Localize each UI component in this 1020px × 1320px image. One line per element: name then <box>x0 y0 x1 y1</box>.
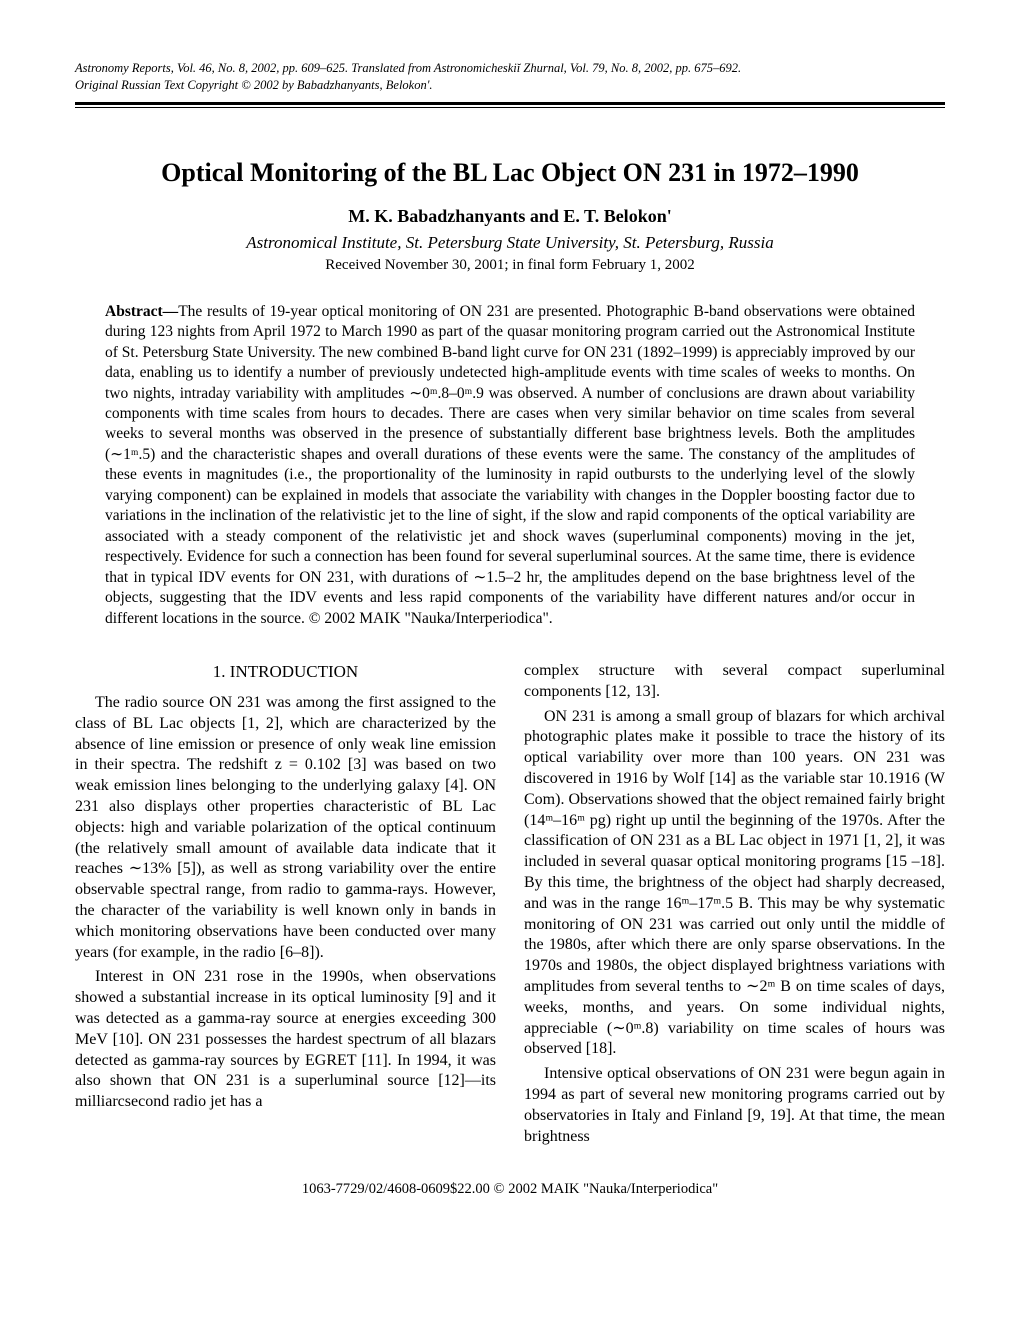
horizontal-rule-thin <box>75 107 945 108</box>
abstract-label: Abstract— <box>105 303 178 320</box>
horizontal-rule-thick <box>75 102 945 105</box>
body-paragraph: complex structure with several compact s… <box>524 661 945 703</box>
authors: M. K. Babadzhanyants and E. T. Belokon' <box>75 206 945 227</box>
abstract-text: The results of 19-year optical monitorin… <box>105 303 915 627</box>
left-column: 1. INTRODUCTION The radio source ON 231 … <box>75 661 496 1151</box>
page-footer: 1063-7729/02/4608-0609$22.00 © 2002 MAIK… <box>75 1181 945 1198</box>
body-paragraph: Interest in ON 231 rose in the 1990s, wh… <box>75 967 496 1113</box>
page-container: Astronomy Reports, Vol. 46, No. 8, 2002,… <box>0 0 1020 1238</box>
received-date: Received November 30, 2001; in final for… <box>75 257 945 274</box>
affiliation: Astronomical Institute, St. Petersburg S… <box>75 233 945 253</box>
two-column-body: 1. INTRODUCTION The radio source ON 231 … <box>75 661 945 1151</box>
section-heading: 1. INTRODUCTION <box>75 661 496 683</box>
article-title: Optical Monitoring of the BL Lac Object … <box>75 158 945 188</box>
abstract-block: Abstract—The results of 19-year optical … <box>105 302 915 629</box>
body-paragraph: ON 231 is among a small group of blazars… <box>524 707 945 1061</box>
header-line-2: Original Russian Text Copyright © 2002 b… <box>75 77 945 94</box>
right-column: complex structure with several compact s… <box>524 661 945 1151</box>
header-line-1: Astronomy Reports, Vol. 46, No. 8, 2002,… <box>75 60 945 77</box>
body-paragraph: The radio source ON 231 was among the fi… <box>75 693 496 963</box>
journal-header: Astronomy Reports, Vol. 46, No. 8, 2002,… <box>75 60 945 94</box>
body-paragraph: Intensive optical observations of ON 231… <box>524 1064 945 1147</box>
